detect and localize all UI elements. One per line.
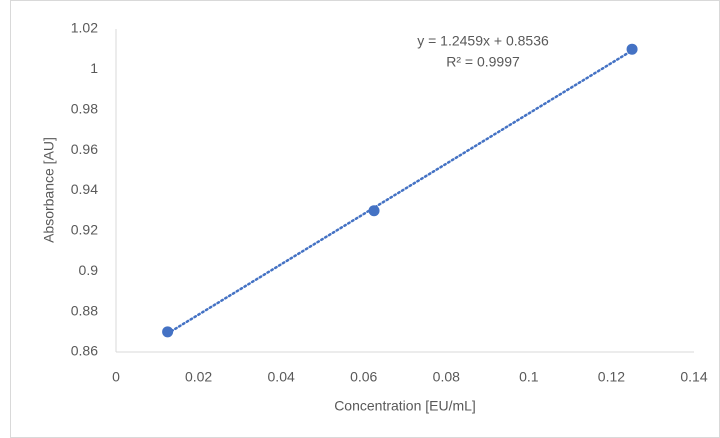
y-tick-label: 0.94 [71,181,98,197]
x-tick-label: 0.06 [350,369,377,385]
data-point [626,43,638,55]
y-tick-label: 0.96 [71,141,98,157]
x-tick-label: 0 [112,369,120,385]
x-tick-label: 0.08 [433,369,460,385]
y-tick-label: 0.98 [71,100,98,116]
trendline-r-squared: R² = 0.9997 [446,54,520,70]
x-tick-label: 0.1 [519,369,539,385]
y-tick-label: 0.92 [71,222,98,238]
x-tick-label: 0.14 [680,369,707,385]
x-tick-label: 0.12 [598,369,625,385]
y-tick-label: 0.88 [71,302,98,318]
chart-border [10,0,720,438]
trendline [166,49,634,335]
data-point [368,205,380,217]
y-tick-label: 1.02 [71,20,98,36]
trendline-equation: y = 1.2459x + 0.8536 [417,33,549,49]
x-tick-label: 0.04 [268,369,295,385]
x-tick-label: 0.02 [185,369,212,385]
y-tick-label: 0.86 [71,343,98,359]
y-axis-title: Absorbance [AU] [41,137,57,243]
data-point [162,326,174,338]
x-axis-title: Concentration [EU/mL] [334,398,476,414]
y-tick-label: 0.9 [79,262,99,278]
y-tick-label: 1 [90,60,98,76]
